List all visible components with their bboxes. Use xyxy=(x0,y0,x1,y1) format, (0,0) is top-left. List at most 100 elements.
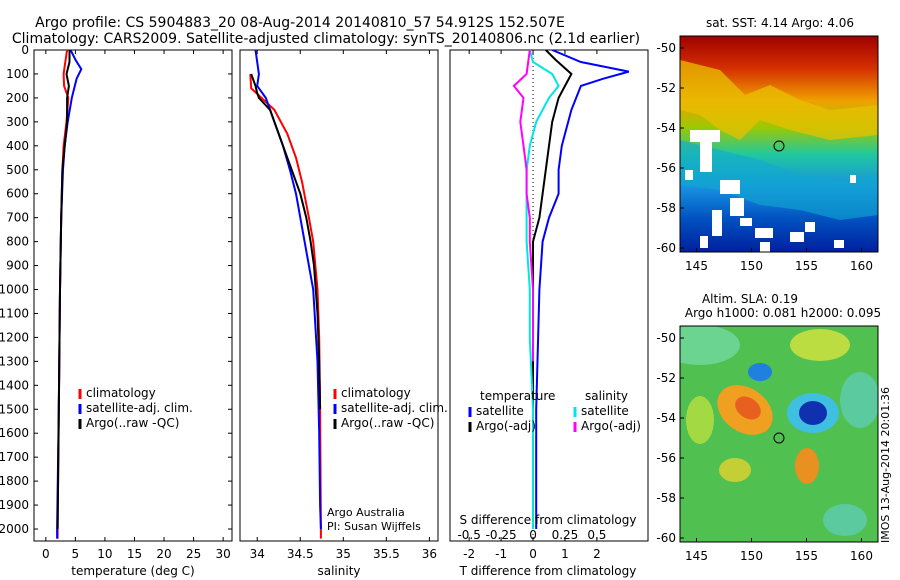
salinity-axes-box xyxy=(239,49,439,542)
x-tick-label: 34.5 xyxy=(287,547,314,561)
salinity-x-ticks: 34 34.5 35 35.5 36 xyxy=(250,50,437,561)
top-x-tick-label: -0.5 xyxy=(457,528,480,542)
x-tick-label: 34 xyxy=(250,547,265,561)
temperature-profiles xyxy=(56,50,83,539)
cloud-block xyxy=(685,170,693,180)
x-tick-label: 35.5 xyxy=(373,547,400,561)
cloud-block xyxy=(700,236,708,248)
x-tick-label: 20 xyxy=(156,547,171,561)
difference-xlabel-top: S difference from climatology xyxy=(460,513,637,527)
sst-map-frame xyxy=(679,35,879,253)
sst-map: sat. SST: 4.14 Argo: 4.06 -50-52-54-56-5… xyxy=(656,16,879,273)
sla-map-frame xyxy=(679,325,879,543)
sla-blob-blue-north xyxy=(748,363,772,381)
difference-axes-box xyxy=(449,49,649,542)
x-tick-label: 0 xyxy=(529,547,537,561)
legend-entry: climatology xyxy=(341,386,411,400)
cloud-block xyxy=(805,222,815,232)
depth-tick-label: 1000 xyxy=(0,283,29,297)
lat-tick-label: -52 xyxy=(656,81,676,95)
x-tick-label: 1 xyxy=(561,547,569,561)
temperature-xlabel: temperature (deg C) xyxy=(71,564,194,578)
sst-field xyxy=(680,36,878,252)
cloud-block xyxy=(690,130,720,142)
legend-entry: climatology xyxy=(86,386,156,400)
sla-profile-marker xyxy=(773,432,785,444)
sla-map-subtitle: Argo h1000: 0.081 h2000: 0.095 xyxy=(685,306,881,320)
temperature-panel: 0100200300400500600700800900100011001200… xyxy=(0,43,648,578)
lon-tick-label: 160 xyxy=(850,549,873,563)
lat-tick-label: -54 xyxy=(656,121,676,135)
x-tick-label: 5 xyxy=(72,547,80,561)
lon-tick-label: 155 xyxy=(795,549,818,563)
x-tick-label: -1 xyxy=(495,547,507,561)
figure-title-line1: Argo profile: CS 5904883_20 08-Aug-2014 … xyxy=(35,15,565,31)
sla-blob-cyan-nw xyxy=(680,326,740,365)
difference-x-ticks: -2 -1 0 1 2 xyxy=(463,50,601,561)
lat-tick-label: -56 xyxy=(656,161,676,175)
depth-tick-label: 1400 xyxy=(0,378,29,392)
depth-tick-label: 500 xyxy=(6,163,29,177)
sst-warm-tongue xyxy=(680,60,878,140)
sla-map: Altim. SLA: 0.19 Argo h1000: 0.081 h2000… xyxy=(656,292,881,563)
lon-tick-label: 160 xyxy=(850,259,873,273)
sst-lat-ticks: -50 -52 -54 -56 -58 -60 xyxy=(656,41,684,255)
sla-blob-cyan-east-edge xyxy=(840,372,878,428)
annotation-pi: PI: Susan Wijffels xyxy=(327,520,421,533)
sla-blob-yellow-ne xyxy=(790,329,850,361)
lat-tick-label: -54 xyxy=(656,411,676,425)
sla-blob-yellow-south xyxy=(719,458,751,482)
depth-tick-label: 1200 xyxy=(0,330,29,344)
sst-cool-band xyxy=(680,140,878,220)
sst-map-title: sat. SST: 4.14 Argo: 4.06 xyxy=(706,16,854,30)
legend-entry: Argo(..raw -QC) xyxy=(341,416,434,430)
lat-tick-label: -58 xyxy=(656,491,676,505)
profile-line xyxy=(56,50,71,530)
cloud-block xyxy=(834,240,844,248)
sla-field xyxy=(680,326,878,542)
depth-tick-label: 2000 xyxy=(0,522,29,536)
cloud-block xyxy=(712,210,722,236)
lon-tick-label: 155 xyxy=(795,259,818,273)
x-tick-label: 15 xyxy=(127,547,142,561)
lat-tick-label: -50 xyxy=(656,331,676,345)
profile-line xyxy=(254,50,322,530)
sst-cloud-mask xyxy=(685,130,856,252)
x-tick-label: -2 xyxy=(463,547,475,561)
depth-tick-label: 300 xyxy=(6,115,29,129)
lon-tick-label: 145 xyxy=(685,549,708,563)
difference-xlabel: T difference from climatology xyxy=(459,564,637,578)
legend-group-header: temperature xyxy=(480,389,555,403)
depth-tick-label: 0 xyxy=(21,43,29,57)
sla-blob-navy-east xyxy=(799,401,827,425)
x-tick-label: 30 xyxy=(215,547,230,561)
x-tick-label: 10 xyxy=(97,547,112,561)
lat-tick-label: -56 xyxy=(656,451,676,465)
sla-blob-yellow-west xyxy=(686,396,714,444)
salinity-profiles xyxy=(249,50,322,539)
annotation-argo-australia: Argo Australia xyxy=(327,506,405,519)
cloud-block xyxy=(760,242,770,252)
sst-lon-ticks: 145 150 155 160 xyxy=(685,248,873,273)
x-tick-label: 2 xyxy=(593,547,601,561)
difference-profiles xyxy=(512,50,630,529)
lon-tick-label: 150 xyxy=(740,549,763,563)
depth-tick-label: 1800 xyxy=(0,474,29,488)
lat-tick-label: -50 xyxy=(656,41,676,55)
lat-tick-label: -60 xyxy=(656,241,676,255)
salinity-panel: 34 34.5 35 35.5 36 salinity climatologysatel… xyxy=(239,49,448,578)
legend-entry: satellite xyxy=(581,404,629,418)
salinity-xlabel: salinity xyxy=(317,564,360,578)
sla-lon-ticks: 145 150 155 160 xyxy=(685,538,873,563)
sla-blob-cyan-south xyxy=(823,504,867,536)
x-tick-label: 0 xyxy=(42,547,50,561)
top-x-tick-label: 0.5 xyxy=(587,528,606,542)
temperature-axes-box xyxy=(33,49,233,542)
top-x-tick-label: 0.25 xyxy=(552,528,579,542)
cloud-block xyxy=(740,218,752,226)
x-tick-label: 36 xyxy=(422,547,437,561)
depth-tick-label: 1300 xyxy=(0,354,29,368)
depth-tick-label: 100 xyxy=(6,67,29,81)
legend-entry: Argo(..raw -QC) xyxy=(86,416,179,430)
